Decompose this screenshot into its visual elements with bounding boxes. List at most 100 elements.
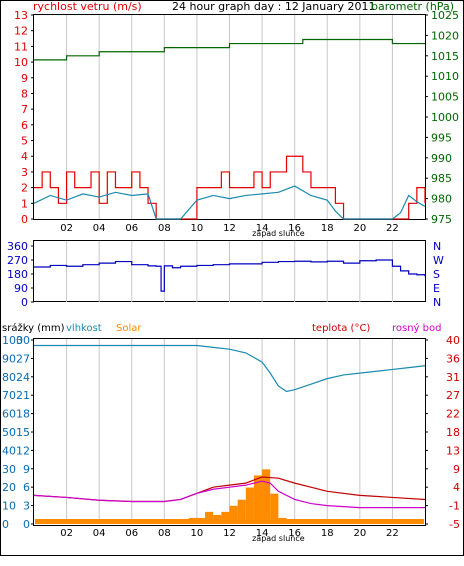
x-tick-label: 20 xyxy=(353,223,366,234)
wind-direction-line xyxy=(34,259,426,292)
humidity-line xyxy=(34,344,426,393)
temp-axis-title: teplota (°C) xyxy=(312,323,370,334)
x-tick-label: 14 xyxy=(256,528,269,539)
wind-tick-label: 7 xyxy=(21,103,28,116)
wind-tick-label: 10 xyxy=(14,56,28,69)
wind-tick-label: 11 xyxy=(14,40,28,53)
solar-legend: Solar xyxy=(116,323,142,334)
rain-tick-label: 27 xyxy=(16,352,30,365)
humidity-tick-label: 90 xyxy=(2,352,16,365)
temp-tick-label: 13 xyxy=(446,444,460,457)
baro-axis-title: barometr (hPa) xyxy=(371,0,454,13)
sunset-label: západ slunce xyxy=(252,534,305,543)
compass-label: W xyxy=(433,254,444,267)
x-tick-label: 04 xyxy=(93,528,106,539)
temp-tick-label: 4 xyxy=(453,481,460,494)
rain-tick-label: 30 xyxy=(16,334,30,347)
temp-tick-label: -5 xyxy=(449,518,460,531)
temp-tick-label: -1 xyxy=(449,500,460,513)
baro-tick-label: 1025 xyxy=(431,9,459,22)
x-tick-label: 10 xyxy=(191,528,204,539)
humidity-tick-label: 10 xyxy=(2,500,16,513)
chart-title: 24 hour graph day : 12 January 2011 xyxy=(172,0,376,13)
direction-tick-label: 90 xyxy=(14,282,28,295)
x-tick-label: 08 xyxy=(158,528,171,539)
wind-tick-label: 3 xyxy=(21,166,28,179)
rain-tick-label: 21 xyxy=(16,389,30,402)
solar-bar xyxy=(213,514,222,524)
solar-bar xyxy=(245,487,254,524)
humidity-tick-label: 30 xyxy=(2,463,16,476)
wind-tick-label: 12 xyxy=(14,25,28,38)
baro-tick-label: 990 xyxy=(431,152,452,165)
humidity-tick-label: 70 xyxy=(2,389,16,402)
wind-tick-label: 5 xyxy=(21,135,28,148)
wind-tick-label: 1 xyxy=(21,197,28,210)
x-tick-label: 12 xyxy=(223,528,236,539)
rain-tick-label: 0 xyxy=(23,518,30,531)
rain-axis-title: srážky (mm) xyxy=(2,322,65,334)
solar-bar xyxy=(237,499,246,524)
baro-tick-label: 1010 xyxy=(431,70,459,83)
x-tick-label: 18 xyxy=(321,223,334,234)
baro-tick-label: 975 xyxy=(431,213,452,226)
solar-bar xyxy=(188,517,197,524)
direction-tick-label: 180 xyxy=(7,268,28,281)
solar-bar xyxy=(270,493,279,524)
x-tick-label: 14 xyxy=(256,223,269,234)
solar-bar xyxy=(221,511,230,524)
x-tick-label: 06 xyxy=(125,223,138,234)
humidity-tick-label: 20 xyxy=(2,481,16,494)
baro-tick-label: 995 xyxy=(431,131,452,144)
x-tick-label: 18 xyxy=(321,528,334,539)
compass-label: N xyxy=(433,240,441,253)
temp-tick-label: 40 xyxy=(446,334,460,347)
dew-point-line xyxy=(33,480,425,509)
wind-average-line xyxy=(33,185,426,220)
wind-tick-label: 8 xyxy=(21,87,28,100)
wind-tick-label: 9 xyxy=(21,72,28,85)
dew-legend: rosný bod xyxy=(392,322,441,334)
direction-tick-label: 0 xyxy=(21,296,28,309)
x-tick-label: 02 xyxy=(60,223,73,234)
x-tick-label: 04 xyxy=(93,223,106,234)
x-tick-label: 10 xyxy=(191,223,204,234)
humidity-tick-label: 100 xyxy=(2,334,23,347)
solar-bar xyxy=(205,511,214,524)
compass-label: E xyxy=(433,282,440,295)
solar-bar xyxy=(180,520,189,524)
compass-label: N xyxy=(433,296,441,309)
x-tick-label: 12 xyxy=(223,223,236,234)
compass-label: S xyxy=(433,268,440,281)
wind-tick-label: 6 xyxy=(21,119,28,132)
baro-tick-label: 1005 xyxy=(431,91,459,104)
x-tick-label: 06 xyxy=(125,528,138,539)
rain-tick-label: 3 xyxy=(23,500,30,513)
x-tick-label: 08 xyxy=(158,223,171,234)
rain-tick-label: 6 xyxy=(23,481,30,494)
temp-tick-label: 27 xyxy=(446,389,460,402)
humidity-tick-label: 0 xyxy=(2,518,9,531)
wind-tick-label: 4 xyxy=(21,150,28,163)
humidity-axis-title: vlhkost xyxy=(66,323,102,334)
solar-bar xyxy=(253,475,263,524)
x-tick-label: 16 xyxy=(288,528,301,539)
solar-bar xyxy=(262,469,271,524)
rain-tick-label: 18 xyxy=(16,408,30,421)
wind-tick-label: 2 xyxy=(21,182,28,195)
x-tick-label: 02 xyxy=(60,528,73,539)
humidity-tick-label: 80 xyxy=(2,371,16,384)
baro-tick-label: 980 xyxy=(431,193,452,206)
wind-axis-title: rychlost vetru (m/s) xyxy=(33,0,142,13)
baro-tick-label: 1015 xyxy=(431,50,459,63)
rain-tick-label: 15 xyxy=(16,426,30,439)
rain-tick-label: 24 xyxy=(16,371,30,384)
solar-bar xyxy=(278,517,287,524)
x-tick-label: 22 xyxy=(386,223,399,234)
sunset-label: západ slunce xyxy=(252,229,305,238)
